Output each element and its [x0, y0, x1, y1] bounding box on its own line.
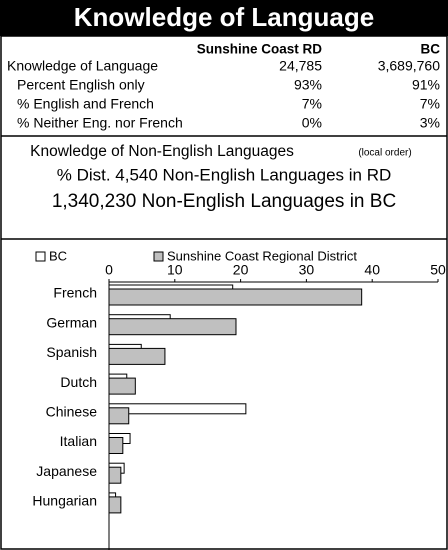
legend-label: Sunshine Coast Regional District — [167, 248, 357, 263]
cell: 24,785 — [279, 58, 322, 74]
cell: 3,689,760 — [378, 58, 440, 74]
x-tick-label: 40 — [364, 262, 380, 278]
legend-swatch — [153, 251, 164, 262]
y-tick-label: Spanish — [46, 344, 97, 360]
x-tick-label: 0 — [105, 262, 113, 278]
x-tick-label: 30 — [299, 262, 315, 278]
row-label: % English and French — [17, 96, 154, 112]
legend-swatch — [35, 251, 46, 262]
x-tick-label: 50 — [430, 262, 446, 278]
y-tick-label: Chinese — [46, 404, 98, 420]
row-label: Knowledge of Language — [7, 58, 158, 74]
bar — [108, 437, 124, 454]
column-header: BC — [421, 42, 441, 57]
subheading-note: (local order) — [358, 148, 411, 159]
bar — [108, 403, 247, 415]
bar — [108, 288, 363, 306]
row-label: % Neither Eng. nor French — [17, 115, 183, 131]
column-header: Sunshine Coast RD — [197, 42, 323, 57]
subheading: 1,340,230 Non-English Languages in BC — [52, 191, 396, 212]
title-band — [0, 0, 448, 36]
bar — [108, 347, 166, 365]
legend-label: BC — [49, 248, 67, 263]
bar — [108, 407, 130, 425]
row-label: Percent English only — [17, 77, 145, 93]
cell: 7% — [420, 96, 440, 112]
frame — [0, 35, 448, 550]
title: Knowledge of Language — [74, 2, 374, 32]
cell: 93% — [294, 77, 322, 93]
y-tick-label: Japanese — [36, 463, 97, 479]
bar — [108, 318, 237, 336]
cell: 91% — [412, 77, 440, 93]
bar — [108, 466, 122, 484]
y-tick-label: French — [53, 285, 97, 301]
y-tick-label: Italian — [60, 433, 97, 449]
bar — [108, 496, 122, 514]
subheading: % Dist. 4,540 Non-English Languages in R… — [57, 165, 392, 184]
y-tick-label: Dutch — [60, 374, 97, 390]
y-tick-label: German — [46, 314, 97, 330]
x-tick-label: 10 — [167, 262, 183, 278]
cell: 3% — [420, 115, 440, 131]
subheading: Knowledge of Non-English Languages — [30, 143, 294, 160]
y-tick-label: Hungarian — [32, 493, 97, 509]
bar — [108, 377, 136, 395]
cell: 0% — [302, 115, 322, 131]
x-tick-label: 20 — [233, 262, 249, 278]
cell: 7% — [302, 96, 322, 112]
